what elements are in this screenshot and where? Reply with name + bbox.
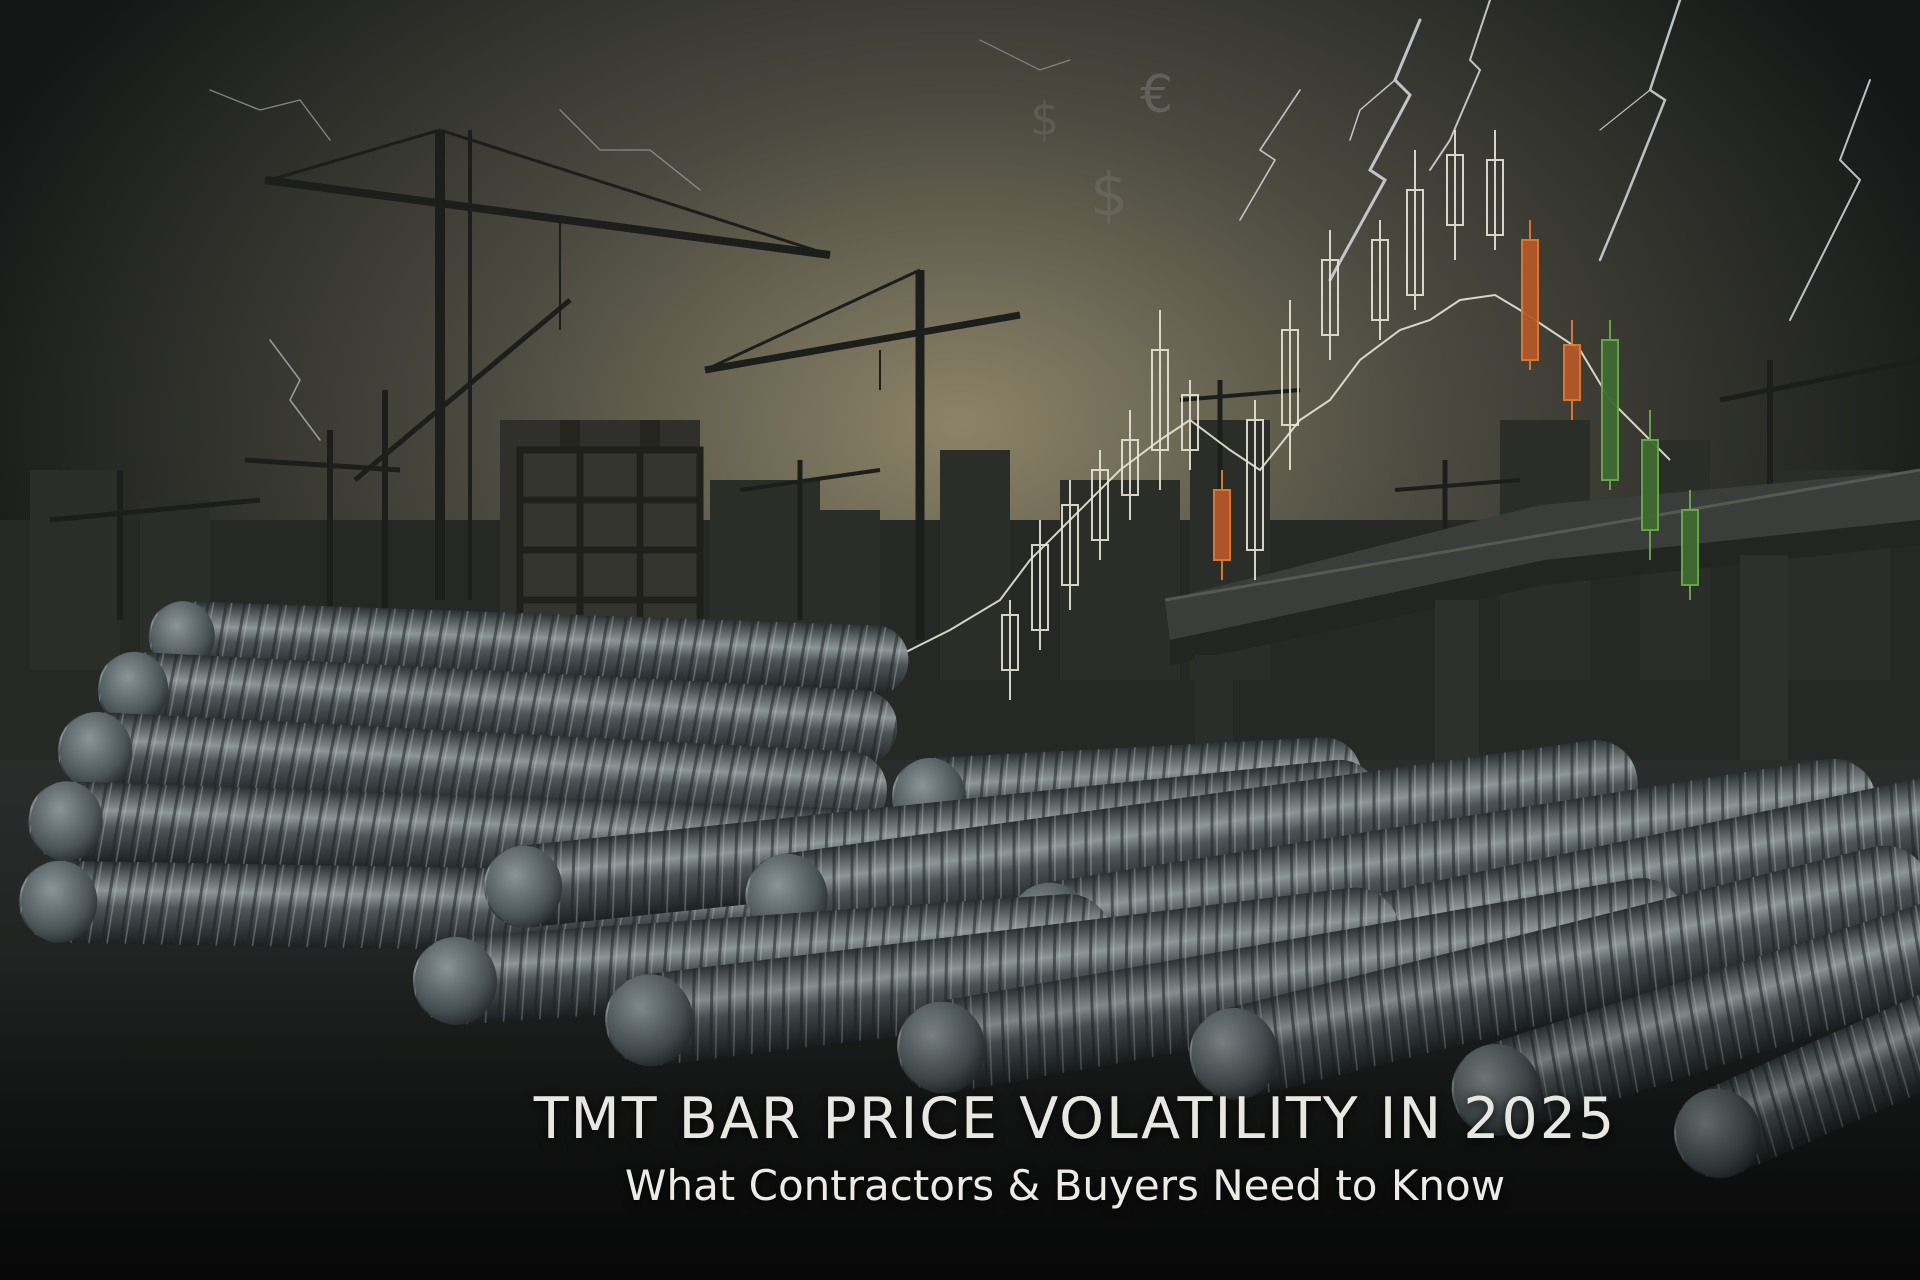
hero-title: TMT BAR PRICE VOLATILITY IN 2025 [533, 1086, 1617, 1152]
hero-subtitle: What Contractors & Buyers Need to Know [624, 1161, 1506, 1210]
hero-caption: TMT BAR PRICE VOLATILITY IN 2025 What Co… [0, 1085, 1920, 1213]
